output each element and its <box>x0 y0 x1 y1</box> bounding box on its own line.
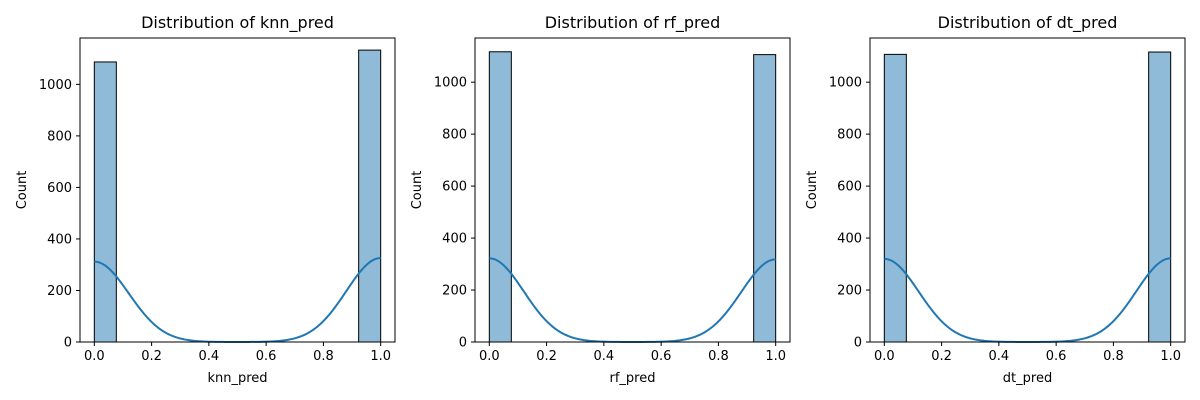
x-tick-label: 1.0 <box>1160 349 1181 364</box>
x-tick-label: 0.0 <box>874 349 895 364</box>
x-tick-label: 0.2 <box>141 349 162 364</box>
y-axis-label: Count <box>805 171 820 210</box>
y-tick-label: 0 <box>854 336 862 351</box>
y-tick-label: 600 <box>442 180 467 195</box>
y-tick-label: 600 <box>47 181 72 196</box>
x-tick-label: 0.2 <box>931 349 952 364</box>
chart-title: Distribution of knn_pred <box>141 13 334 33</box>
y-tick-label: 800 <box>47 129 72 144</box>
y-tick-label: 0 <box>459 336 467 351</box>
x-tick-label: 0.6 <box>651 349 672 364</box>
histogram-bar <box>358 49 382 343</box>
y-tick-label: 400 <box>837 232 862 247</box>
x-tick-label: 1.0 <box>370 349 391 364</box>
kde-line <box>884 257 1171 343</box>
y-tick-label: 800 <box>837 128 862 143</box>
x-tick-label: 0.4 <box>989 349 1010 364</box>
y-tick-label: 0 <box>64 336 72 351</box>
x-tick-label: 0.0 <box>479 349 500 364</box>
y-tick-label: 1000 <box>434 76 467 91</box>
x-tick-label: 1.0 <box>765 349 786 364</box>
kde-line <box>94 257 381 343</box>
y-tick-label: 400 <box>442 232 467 247</box>
subplot-2: 0.0 0.2 0.4 0.6 0.8 1.0 0 200 400 600 800 1000 Distr… <box>410 13 791 386</box>
y-tick-label: 600 <box>837 180 862 195</box>
y-tick-label: 800 <box>442 128 467 143</box>
y-tick-label: 1000 <box>829 76 862 91</box>
y-axis-label: Count <box>410 171 425 210</box>
y-axis-label: Count <box>15 171 30 210</box>
y-tick-label: 200 <box>442 284 467 299</box>
chart-title: Distribution of dt_pred <box>938 13 1118 33</box>
axes-frame <box>869 37 1186 343</box>
chart-title: Distribution of rf_pred <box>545 13 721 33</box>
histogram-bar <box>883 53 907 343</box>
subplot-3: 0.0 0.2 0.4 0.6 0.8 1.0 0 200 400 600 800 1000 Distr… <box>805 13 1186 386</box>
x-tick-label: 0.8 <box>1103 349 1124 364</box>
kde-line <box>489 257 776 343</box>
x-tick-label: 0.0 <box>84 349 105 364</box>
x-tick-label: 0.6 <box>256 349 277 364</box>
histogram-bar <box>1148 51 1172 343</box>
x-axis-label: rf_pred <box>610 371 656 386</box>
x-axis-label: dt_pred <box>1003 371 1052 386</box>
x-tick-label: 0.4 <box>594 349 615 364</box>
x-tick-label: 0.2 <box>536 349 557 364</box>
x-tick-label: 0.8 <box>708 349 729 364</box>
axes-frame <box>474 37 791 343</box>
histogram-bar <box>93 61 117 343</box>
axes-frame <box>79 37 396 343</box>
x-axis-label: knn_pred <box>207 371 267 386</box>
histogram-bar <box>488 51 512 343</box>
x-tick-label: 0.8 <box>313 349 334 364</box>
x-tick-label: 0.6 <box>1046 349 1067 364</box>
y-tick-label: 200 <box>47 284 72 299</box>
subplot-1: 0.0 0.2 0.4 0.6 0.8 1.0 0 200 400 600 800 1000 Distr… <box>15 13 396 386</box>
y-tick-label: 1000 <box>39 78 72 93</box>
x-tick-label: 0.4 <box>199 349 220 364</box>
y-tick-label: 200 <box>837 284 862 299</box>
histogram-bar <box>753 54 777 343</box>
y-tick-label: 400 <box>47 232 72 247</box>
